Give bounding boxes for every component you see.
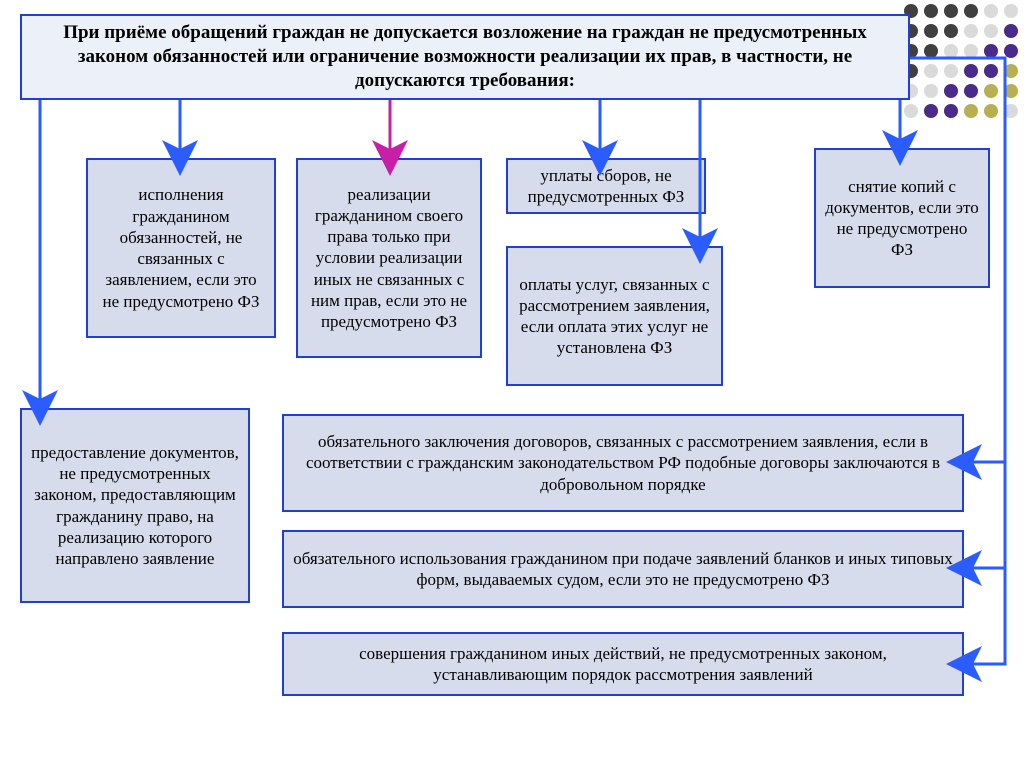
box-text: совершения гражданином иных действий, не… — [292, 643, 954, 686]
box-text: предоставление документов, не предусмотр… — [30, 442, 240, 570]
decorative-dot-grid — [904, 4, 1018, 118]
box-text: реализации гражданином своего права толь… — [306, 184, 472, 333]
box-forms: обязательного использования гражданином … — [282, 530, 964, 608]
header-text: При приёме обращений граждан не допускае… — [30, 21, 900, 92]
box-contracts: обязательного заключения договоров, связ… — [282, 414, 964, 512]
box-rights-realization: реализации гражданином своего права толь… — [296, 158, 482, 358]
box-fees: уплаты сборов, не предусмотренных ФЗ — [506, 158, 706, 214]
box-text: обязательного использования гражданином … — [292, 548, 954, 591]
box-other-actions: совершения гражданином иных действий, не… — [282, 632, 964, 696]
box-text: оплаты услуг, связанных с рассмотрением … — [516, 274, 713, 359]
box-copies: снятие копий с документов, если это не п… — [814, 148, 990, 288]
box-obligations: исполнения гражданином обязанностей, не … — [86, 158, 276, 338]
box-text: исполнения гражданином обязанностей, не … — [96, 184, 266, 312]
header-box: При приёме обращений граждан не допускае… — [20, 14, 910, 100]
box-service-payment: оплаты услуг, связанных с рассмотрением … — [506, 246, 723, 386]
box-text: уплаты сборов, не предусмотренных ФЗ — [516, 165, 696, 208]
box-text: снятие копий с документов, если это не п… — [824, 176, 980, 261]
box-documents: предоставление документов, не предусмотр… — [20, 408, 250, 603]
box-text: обязательного заключения договоров, связ… — [292, 431, 954, 495]
